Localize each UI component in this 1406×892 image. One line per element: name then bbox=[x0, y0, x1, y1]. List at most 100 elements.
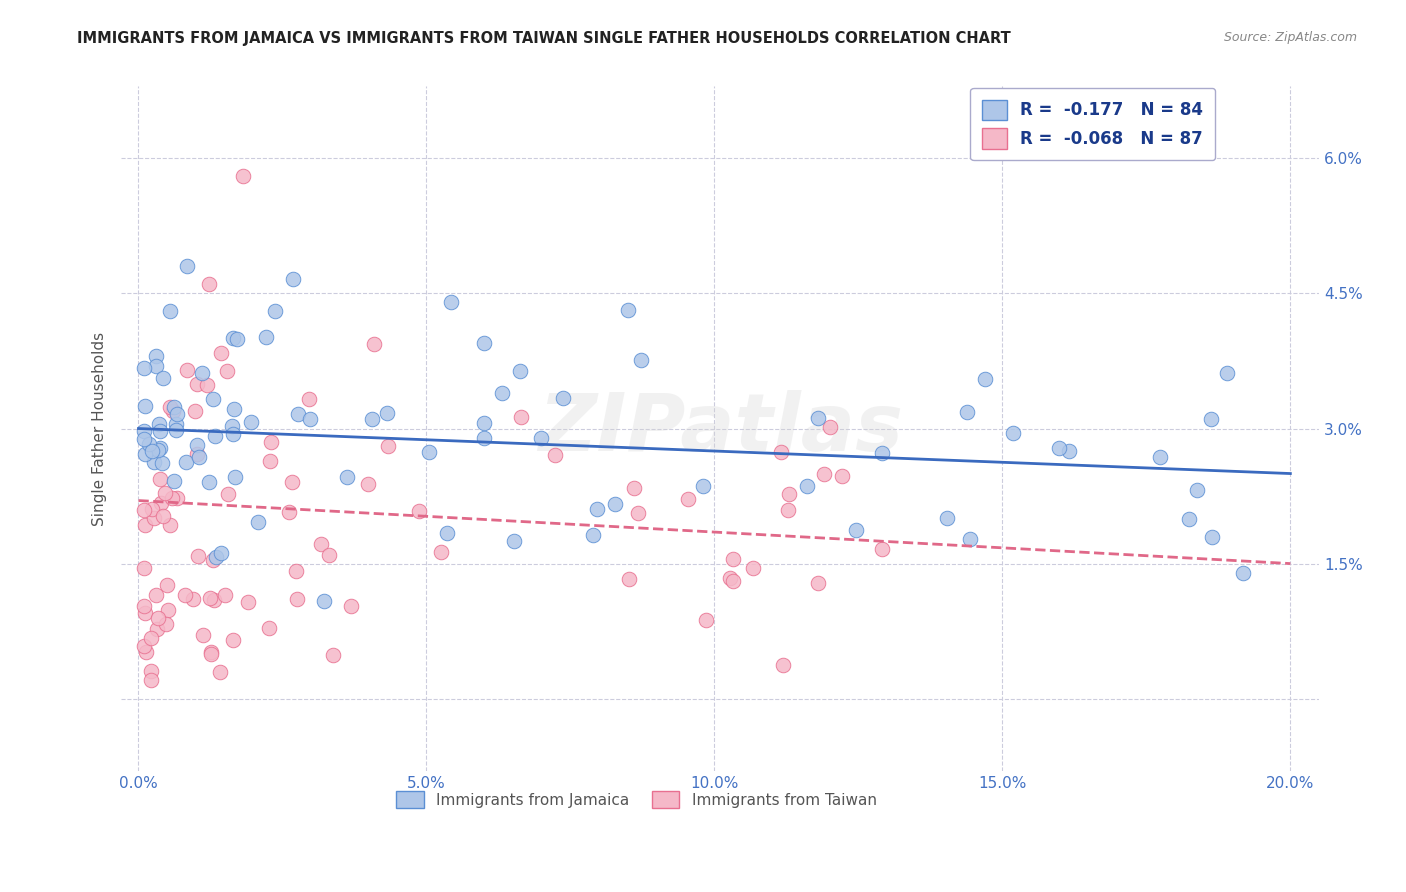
Point bbox=[363, 337, 385, 351]
Y-axis label: Single Father Households: Single Father Households bbox=[93, 332, 107, 525]
Point bbox=[134, 360, 156, 375]
Point bbox=[174, 455, 197, 469]
Point bbox=[309, 537, 332, 551]
Point bbox=[778, 487, 800, 501]
Point bbox=[174, 588, 197, 602]
Point bbox=[150, 456, 173, 470]
Point bbox=[159, 400, 181, 414]
Point bbox=[772, 657, 794, 672]
Point bbox=[741, 560, 763, 574]
Point bbox=[377, 439, 399, 453]
Point bbox=[134, 639, 156, 653]
Point bbox=[165, 417, 187, 432]
Point bbox=[322, 648, 344, 662]
Point bbox=[1215, 367, 1237, 381]
Point bbox=[472, 431, 495, 445]
Point bbox=[134, 518, 156, 533]
Point bbox=[796, 479, 818, 493]
Point bbox=[198, 277, 221, 292]
Point bbox=[134, 446, 156, 460]
Point bbox=[439, 295, 461, 310]
Point bbox=[336, 470, 359, 484]
Point bbox=[159, 518, 181, 533]
Point bbox=[160, 491, 183, 505]
Point bbox=[973, 372, 995, 386]
Point bbox=[145, 350, 167, 364]
Point bbox=[318, 549, 340, 563]
Point bbox=[200, 645, 222, 659]
Point bbox=[1178, 512, 1201, 526]
Point bbox=[340, 599, 363, 613]
Point bbox=[222, 402, 245, 417]
Point bbox=[718, 571, 741, 585]
Point bbox=[259, 621, 281, 635]
Point bbox=[298, 411, 321, 425]
Point bbox=[356, 477, 378, 491]
Point bbox=[278, 505, 301, 519]
Point bbox=[298, 392, 321, 406]
Point bbox=[186, 437, 208, 451]
Point bbox=[134, 561, 156, 575]
Point bbox=[232, 169, 254, 184]
Point bbox=[142, 511, 165, 525]
Point bbox=[153, 486, 176, 500]
Point bbox=[217, 363, 239, 377]
Point bbox=[198, 475, 221, 489]
Point bbox=[141, 443, 163, 458]
Point bbox=[807, 576, 830, 591]
Point bbox=[692, 479, 714, 493]
Point bbox=[259, 454, 281, 468]
Point bbox=[586, 502, 609, 516]
Point bbox=[163, 474, 186, 488]
Point bbox=[191, 628, 214, 642]
Point bbox=[186, 447, 208, 461]
Point bbox=[166, 407, 188, 421]
Point bbox=[491, 385, 513, 400]
Point bbox=[202, 593, 225, 607]
Point bbox=[530, 431, 553, 445]
Point bbox=[187, 549, 209, 564]
Point bbox=[204, 549, 226, 564]
Point bbox=[163, 401, 186, 415]
Text: ZIPatlas: ZIPatlas bbox=[537, 390, 903, 467]
Point bbox=[1047, 441, 1070, 455]
Point bbox=[152, 509, 174, 524]
Point bbox=[176, 260, 198, 274]
Point bbox=[209, 346, 232, 360]
Point bbox=[361, 411, 384, 425]
Point bbox=[225, 332, 247, 346]
Point bbox=[236, 595, 259, 609]
Point bbox=[200, 647, 222, 661]
Point bbox=[582, 527, 605, 541]
Text: IMMIGRANTS FROM JAMAICA VS IMMIGRANTS FROM TAIWAN SINGLE FATHER HOUSEHOLDS CORRE: IMMIGRANTS FROM JAMAICA VS IMMIGRANTS FR… bbox=[77, 31, 1011, 46]
Point bbox=[818, 419, 841, 434]
Point bbox=[503, 533, 526, 548]
Point bbox=[134, 424, 156, 438]
Point bbox=[190, 366, 212, 380]
Point bbox=[202, 392, 225, 406]
Point bbox=[264, 304, 287, 318]
Point bbox=[623, 481, 645, 495]
Point bbox=[408, 504, 430, 518]
Point bbox=[150, 496, 173, 510]
Point bbox=[676, 491, 699, 506]
Point bbox=[214, 588, 236, 602]
Point bbox=[222, 427, 245, 442]
Point bbox=[145, 588, 167, 602]
Point bbox=[959, 532, 981, 546]
Point bbox=[201, 553, 224, 567]
Point bbox=[1185, 483, 1208, 498]
Point bbox=[284, 564, 307, 578]
Point bbox=[138, 436, 160, 450]
Point bbox=[778, 503, 800, 517]
Point bbox=[472, 336, 495, 351]
Point bbox=[617, 572, 640, 586]
Point bbox=[148, 417, 170, 431]
Point bbox=[260, 435, 283, 450]
Point bbox=[1201, 530, 1223, 544]
Point bbox=[418, 445, 440, 459]
Point bbox=[1002, 425, 1025, 440]
Point bbox=[240, 415, 263, 429]
Point bbox=[1057, 443, 1080, 458]
Point bbox=[510, 409, 533, 424]
